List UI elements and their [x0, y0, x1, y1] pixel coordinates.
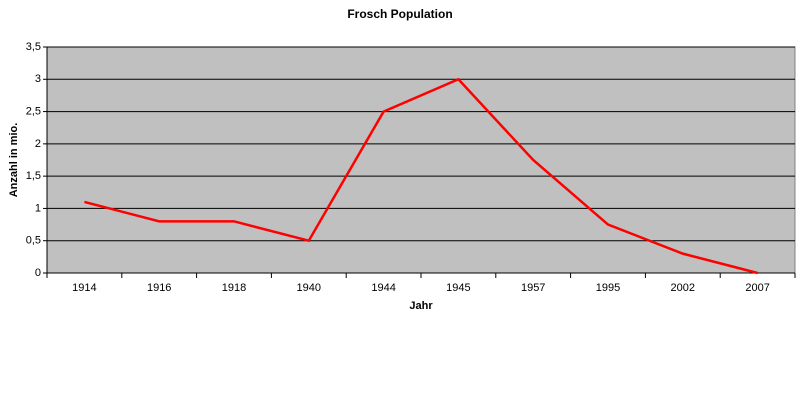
x-tick-label: 1916 — [147, 282, 171, 294]
x-tick-label: 1940 — [297, 282, 321, 294]
y-tick-label: 1,5 — [26, 170, 41, 182]
x-tick-label: 2002 — [671, 282, 695, 294]
x-tick-label: 2007 — [745, 282, 769, 294]
x-tick-label: 1995 — [596, 282, 620, 294]
y-tick-label: 2,5 — [26, 105, 41, 117]
y-tick-label: 3 — [35, 73, 41, 85]
plot-area — [46, 46, 796, 274]
line-series — [84, 77, 758, 275]
x-axis-title: Jahr — [409, 300, 433, 312]
y-axis-title: Anzahl in mio. — [8, 123, 20, 198]
y-tick-label: 0 — [35, 267, 41, 279]
y-tick-label: 3,5 — [26, 41, 41, 53]
x-tick-label: 1945 — [446, 282, 470, 294]
x-tick-label: 1944 — [371, 282, 395, 294]
y-tick-label: 1 — [35, 202, 41, 214]
x-tick-label: 1918 — [222, 282, 246, 294]
x-tick-label: 1914 — [72, 282, 96, 294]
chart-title: Frosch Population — [347, 7, 452, 21]
y-tick-label: 0,5 — [26, 235, 41, 247]
x-tick-label: 1957 — [521, 282, 545, 294]
y-tick-label: 2 — [35, 138, 41, 150]
